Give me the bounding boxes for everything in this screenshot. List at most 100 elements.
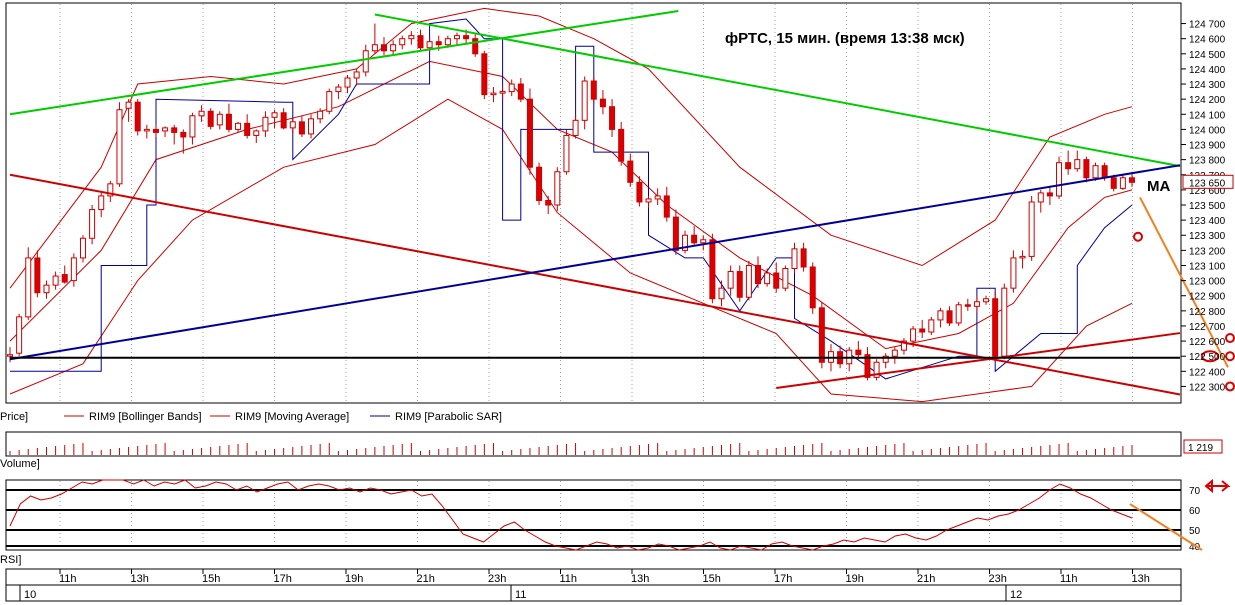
candle-up [79, 237, 86, 259]
candle-up [353, 71, 360, 79]
price-tick-label: 124 300 [1189, 80, 1226, 91]
candle-down [536, 166, 543, 201]
candle-up [572, 119, 579, 136]
candle-up [891, 349, 898, 357]
candle-up [271, 112, 278, 118]
candle-up [499, 91, 506, 94]
price-tick-label: 122 600 [1189, 337, 1226, 348]
time-axis: 11h 13h 15h 17h 19h 21h 23h 11h 13h 15h 17h 19h 21h 2… [5, 568, 1182, 602]
volume-panel: 1 219 Volume] [0, 431, 1223, 470]
candle-down [691, 234, 698, 244]
candle-up [408, 35, 415, 40]
candle-up [983, 298, 990, 303]
price-tick-label: 124 400 [1189, 65, 1226, 76]
volume-value-box [1183, 439, 1223, 454]
candle-down [280, 112, 287, 129]
candle-up [1037, 192, 1044, 203]
candle-down [244, 122, 251, 136]
price-tick-label: 123 600 [1189, 186, 1226, 197]
rsi-tick-label: 50 [1189, 526, 1201, 537]
candle-down [946, 310, 953, 324]
candle-up [727, 271, 734, 289]
candle-up [371, 44, 378, 52]
rsi-label: RSI] [0, 554, 21, 566]
price-tick-label: 123 900 [1189, 141, 1226, 152]
price-level-marker [1201, 350, 1219, 363]
candle-down [755, 264, 761, 285]
candle-down [517, 83, 524, 100]
candle-up [554, 171, 561, 206]
price-tick-label: 122 700 [1189, 322, 1226, 333]
price-tick-label: 123 500 [1189, 201, 1226, 212]
legend-item: RIM9 [Bollinger Bands] [89, 411, 202, 423]
candle-up [1010, 257, 1017, 289]
candle-up [1056, 162, 1063, 197]
bollinger-lower-line [9, 98, 1133, 403]
candle-up [1019, 255, 1026, 259]
candle-up [390, 44, 397, 52]
candle-up [189, 115, 196, 138]
candle-up [581, 80, 588, 121]
chart-title: фРТС, 15 мин. (время 13:38 мск) [725, 30, 965, 47]
candle-down [298, 121, 305, 135]
candle-up [98, 195, 105, 211]
candle-down [61, 274, 68, 283]
time-tick-label: 19h [846, 573, 864, 585]
candle-down [481, 53, 488, 96]
candle-up [508, 83, 515, 93]
price-tick-label: 124 500 [1189, 50, 1226, 61]
time-tick-label: 11h [1060, 573, 1078, 585]
time-tick-label: 17h [774, 573, 792, 585]
candle-up [43, 284, 50, 294]
candle-up [791, 248, 798, 270]
candle-down [1065, 162, 1072, 170]
price-tick-label: 123 300 [1189, 231, 1226, 242]
price-tick-label: 124 200 [1189, 95, 1226, 106]
trend-line [374, 13, 1181, 168]
candle-up [25, 257, 32, 318]
candle-up [125, 101, 132, 109]
last-price-box [1182, 174, 1234, 189]
price-tick-label: 123 400 [1189, 216, 1226, 227]
candle-up [973, 301, 980, 307]
candle-up [882, 355, 889, 363]
price-level-circle [1225, 381, 1235, 392]
price-tick-label: 122 900 [1189, 292, 1226, 303]
candle-up [362, 50, 369, 73]
candle-up [937, 310, 944, 321]
candle-up [198, 110, 205, 117]
candle-up [682, 234, 689, 251]
candle-down [864, 354, 871, 378]
price-tick-label: 123 200 [1189, 246, 1226, 257]
rsi-tick-label: 70 [1189, 486, 1201, 497]
candle-down [34, 257, 41, 294]
candle-up [16, 316, 23, 354]
candle-down [207, 110, 214, 127]
candle-down [919, 328, 926, 333]
price-axis: 124 700 124 600 124 500 124 400 124 300 124 2… [1181, 20, 1234, 393]
candle-down [599, 98, 606, 108]
volume-label: Volume] [0, 458, 40, 470]
price-tick-label: 122 400 [1189, 367, 1226, 378]
candle-up [70, 257, 77, 282]
candle-up [782, 268, 789, 289]
price-tick-label: 123 000 [1189, 277, 1226, 288]
candle-up [216, 113, 223, 126]
candle-down [435, 41, 442, 46]
legend-item: RIM9 [Moving Average] [235, 411, 349, 423]
candle-up [107, 183, 114, 197]
price-tick-label: 123 800 [1189, 156, 1226, 167]
candle-up [700, 239, 707, 244]
candle-down [672, 216, 679, 251]
candle-up [289, 121, 296, 129]
candle-down [809, 266, 816, 309]
price-tick-label: 124 000 [1189, 125, 1226, 136]
trend-line [776, 332, 1181, 389]
candle-up [317, 110, 324, 120]
candle-up [444, 38, 451, 46]
legend-price-label: Price] [0, 411, 28, 423]
candle-up [453, 35, 460, 40]
day-label: 12 [1010, 589, 1022, 601]
time-tick-label: 15h [202, 573, 220, 585]
